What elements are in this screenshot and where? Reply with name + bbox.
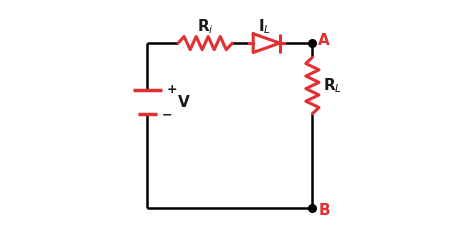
Text: B: B [318,203,330,218]
Text: R$_L$: R$_L$ [323,76,342,95]
Text: +: + [166,82,177,96]
Text: I$_L$: I$_L$ [257,17,271,36]
Text: A: A [318,33,330,48]
Text: R$_i$: R$_i$ [197,17,214,36]
Text: −: − [162,109,172,122]
Text: V: V [178,95,190,109]
